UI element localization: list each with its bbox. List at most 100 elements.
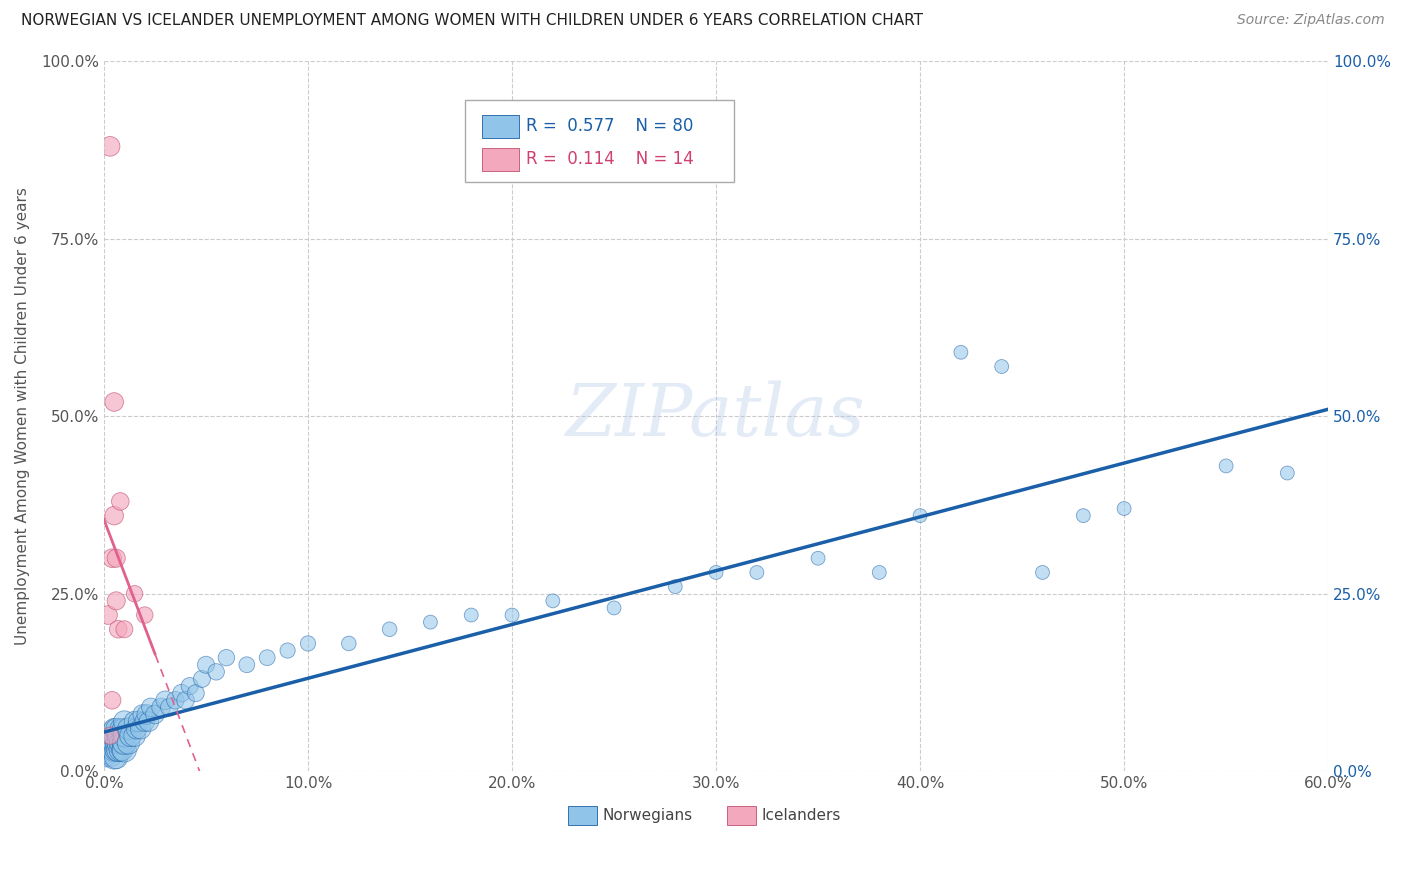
Point	[98, 729, 121, 743]
Point	[337, 636, 360, 650]
Point	[103, 729, 125, 743]
Y-axis label: Unemployment Among Women with Children Under 6 years: Unemployment Among Women with Children U…	[15, 187, 30, 645]
Point	[501, 608, 523, 623]
Point	[105, 722, 128, 736]
FancyBboxPatch shape	[727, 806, 756, 825]
Point	[97, 608, 120, 623]
Point	[150, 700, 173, 714]
Point	[139, 700, 162, 714]
Point	[110, 743, 132, 757]
Point	[1031, 566, 1053, 580]
Point	[297, 636, 319, 650]
Point	[129, 722, 152, 736]
Point	[125, 722, 148, 736]
Point	[101, 722, 124, 736]
Text: ZIPatlas: ZIPatlas	[567, 381, 866, 451]
FancyBboxPatch shape	[482, 148, 519, 170]
Point	[603, 601, 626, 615]
Point	[107, 743, 129, 757]
Point	[103, 743, 125, 757]
Text: Norwegians: Norwegians	[602, 808, 692, 822]
Point	[170, 686, 193, 700]
Point	[101, 750, 124, 764]
Point	[105, 551, 128, 566]
Point	[1215, 458, 1237, 473]
Text: Icelanders: Icelanders	[762, 808, 841, 822]
Point	[908, 508, 931, 523]
Point	[134, 608, 156, 623]
Point	[101, 736, 124, 750]
Point	[112, 736, 135, 750]
Point	[111, 722, 134, 736]
FancyBboxPatch shape	[482, 115, 519, 138]
Point	[110, 494, 132, 508]
Point	[117, 736, 139, 750]
Text: NORWEGIAN VS ICELANDER UNEMPLOYMENT AMONG WOMEN WITH CHILDREN UNDER 6 YEARS CORR: NORWEGIAN VS ICELANDER UNEMPLOYMENT AMON…	[21, 13, 924, 29]
Point	[128, 714, 150, 729]
Point	[191, 672, 214, 686]
Point	[157, 700, 180, 714]
Point	[807, 551, 830, 566]
FancyBboxPatch shape	[465, 100, 734, 182]
Point	[132, 707, 155, 722]
Point	[111, 743, 134, 757]
Point	[101, 693, 124, 707]
Point	[949, 345, 972, 359]
Point	[110, 722, 132, 736]
Point	[120, 729, 142, 743]
Point	[105, 743, 128, 757]
Point	[117, 722, 139, 736]
Point	[107, 622, 129, 636]
Point	[541, 594, 564, 608]
Point	[1277, 466, 1299, 480]
Point	[1114, 501, 1136, 516]
FancyBboxPatch shape	[568, 806, 598, 825]
Text: R =  0.114    N = 14: R = 0.114 N = 14	[526, 150, 695, 168]
Point	[174, 693, 197, 707]
Point	[153, 693, 176, 707]
Point	[103, 736, 125, 750]
Point	[165, 693, 187, 707]
Point	[143, 707, 166, 722]
Point	[124, 714, 146, 729]
Point	[97, 736, 120, 750]
Point	[112, 714, 135, 729]
Point	[256, 650, 278, 665]
Point	[124, 587, 146, 601]
Point	[664, 580, 686, 594]
Point	[215, 650, 238, 665]
Point	[98, 743, 121, 757]
Point	[105, 736, 128, 750]
Point	[110, 736, 132, 750]
Point	[236, 657, 259, 672]
Point	[103, 722, 125, 736]
Point	[124, 729, 146, 743]
Point	[103, 395, 125, 409]
Point	[138, 714, 160, 729]
Point	[419, 615, 441, 629]
Point	[135, 707, 157, 722]
Point	[101, 551, 124, 566]
Point	[179, 679, 201, 693]
Point	[103, 508, 125, 523]
Point	[868, 566, 890, 580]
Point	[745, 566, 768, 580]
Point	[112, 729, 135, 743]
Text: Source: ZipAtlas.com: Source: ZipAtlas.com	[1237, 13, 1385, 28]
Point	[277, 643, 299, 657]
Point	[98, 729, 121, 743]
Point	[107, 736, 129, 750]
Point	[134, 714, 156, 729]
Point	[378, 622, 401, 636]
Point	[205, 665, 228, 679]
Point	[184, 686, 207, 700]
Point	[105, 750, 128, 764]
Point	[107, 729, 129, 743]
Point	[704, 566, 727, 580]
Point	[112, 743, 135, 757]
Text: R =  0.577    N = 80: R = 0.577 N = 80	[526, 118, 693, 136]
Point	[97, 743, 120, 757]
Point	[990, 359, 1012, 374]
Point	[103, 750, 125, 764]
Point	[111, 736, 134, 750]
